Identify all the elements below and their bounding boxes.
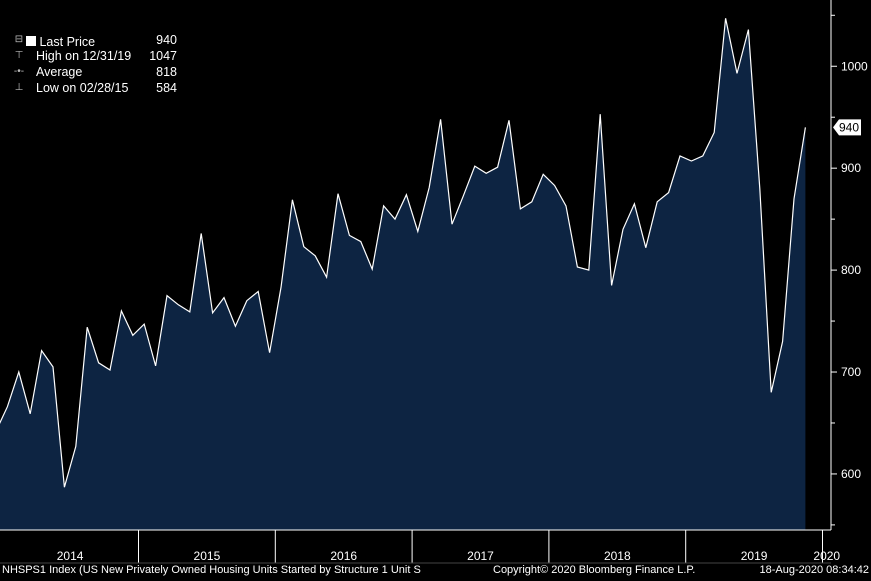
footer-security-name: NHSPS1 Index (US New Privately Owned Hou… <box>2 564 421 576</box>
y-tick-label: 600 <box>841 467 861 481</box>
last-price-tag: 940 <box>833 119 861 136</box>
legend-swatch <box>26 36 36 46</box>
y-tick-label: 900 <box>841 161 861 175</box>
x-tick-label: 2016 <box>330 549 357 563</box>
x-tick-label: 2020 <box>813 549 840 563</box>
footer-copyright: Copyright© 2020 Bloomberg Finance L.P. <box>493 564 696 576</box>
legend-last-price-label: Last Price <box>39 35 96 49</box>
series-area <box>0 18 806 530</box>
legend-last-price: ⊟ Last Price 940 <box>4 32 183 49</box>
last-price-tag-value: 940 <box>839 120 859 134</box>
x-axis: 2014 2015 2016 2017 2018 2019 2020 <box>0 529 840 564</box>
legend: ⊟ Last Price 940 ⊤ High on 12/31/19 1047… <box>4 30 183 98</box>
footer-timestamp: 18-Aug-2020 08:34:42 <box>759 564 869 576</box>
legend-high-value: 1047 <box>149 49 177 63</box>
x-tick-label: 2015 <box>194 549 221 563</box>
legend-high-label: High on 12/31/19 <box>36 49 132 63</box>
x-tick-label: 2018 <box>604 549 631 563</box>
plot-area <box>0 18 806 530</box>
legend-collapse-icon[interactable]: ⊟ <box>14 34 24 45</box>
legend-average-label: Average <box>36 65 83 79</box>
legend-low: ⊥ Low on 02/28/15 584 <box>4 80 183 96</box>
x-tick-label: 2019 <box>741 549 768 563</box>
legend-low-value: 584 <box>156 81 177 95</box>
y-axis: 600 700 800 900 1000 <box>830 0 868 530</box>
legend-average-value: 818 <box>156 65 177 79</box>
legend-average: -•- Average 818 <box>4 64 183 80</box>
legend-last-price-value: 940 <box>156 33 177 47</box>
y-tick-label: 800 <box>841 263 861 277</box>
y-tick-label: 1000 <box>841 59 868 73</box>
series-line <box>0 18 806 488</box>
high-marker-icon: ⊤ <box>14 50 24 61</box>
average-marker-icon: -•- <box>13 66 25 77</box>
x-tick-label: 2017 <box>467 549 494 563</box>
low-marker-icon: ⊥ <box>14 82 24 93</box>
y-tick-label: 700 <box>841 365 861 379</box>
legend-low-label: Low on 02/28/15 <box>36 81 129 95</box>
x-tick-label: 2014 <box>57 549 84 563</box>
legend-high: ⊤ High on 12/31/19 1047 <box>4 48 183 64</box>
last-price-tag-shape <box>833 119 861 136</box>
